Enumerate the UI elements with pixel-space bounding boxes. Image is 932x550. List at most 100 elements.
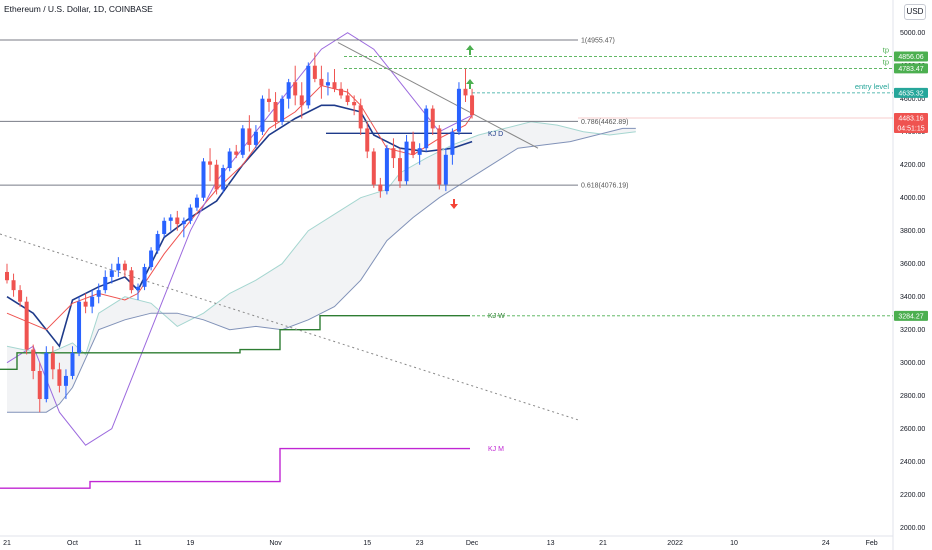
candle-body [234,151,239,155]
price-tag-value: 3284.27 [898,313,923,320]
candle-body [450,131,455,155]
candle-body [312,65,317,79]
candle-body [116,263,121,271]
price-tag [894,63,928,74]
candle-body [96,290,101,297]
candle-body [129,270,134,291]
candle-body [240,128,245,155]
y-tick-label: 2600.00 [900,426,925,433]
candle-body [371,151,376,185]
candle-body [188,207,193,221]
candle-body [37,370,42,400]
y-tick-label: 4200.00 [900,162,925,169]
x-tick-label: 15 [363,540,371,547]
tp-up-arrow-2 [466,79,474,84]
sell-down-arrow [450,204,458,209]
price-axis [893,0,932,550]
candle-body [103,276,108,291]
candle-body [24,301,29,350]
x-tick-label: 13 [547,540,555,547]
candle-body [122,263,127,271]
price-tag-value: 4635.32 [898,90,923,97]
candle-body [253,131,258,145]
kijun-monthly-line [0,447,470,489]
candle-body [470,95,475,116]
candle-body [339,88,344,96]
kijun-weekly-line [0,315,470,371]
candle-body [404,141,409,182]
candle-body [325,82,330,86]
candle-body [50,352,55,370]
candle-body [443,154,448,185]
candle-body [247,128,252,145]
kijun-label: KJ W [488,313,505,320]
candle-body [201,161,206,198]
currency-button[interactable]: USD [904,4,926,20]
candle-body [90,296,95,307]
candle-body [424,108,429,149]
candle-body [391,148,396,159]
candle-body [267,98,271,103]
candle-body [109,270,114,277]
candle-body [286,82,291,99]
x-tick-label: Feb [866,540,878,547]
entry-level-label: entry level [855,82,890,91]
candle-body [273,102,278,122]
candle-body [332,82,337,89]
candle-body [44,352,49,400]
candle-body [181,220,186,225]
x-tick-label: 11 [134,540,141,547]
indicator-line-2 [6,32,473,446]
price-tag-value: 4483.16 [898,115,923,122]
indicator-line-3 [6,121,636,356]
fib-level-label: 0.618(4076.19) [581,183,628,190]
ichimoku-cloud [7,121,636,413]
candle-body [411,141,416,155]
candle-body [142,267,147,287]
fib-level-label: 0.786(4462.89) [581,119,628,126]
kijun-label: KJ D [488,131,503,138]
x-tick-label: Nov [269,540,282,547]
candle-body [378,184,383,192]
candle-body [5,271,9,281]
y-tick-label: 4600.00 [900,96,925,103]
candle-body [208,161,213,165]
candle-body [70,352,75,376]
indicator-line-4 [7,127,636,413]
x-tick-label: Dec [466,540,479,547]
x-tick-label: 21 [3,540,11,547]
candle-body [417,148,422,155]
tp-label-2: tp [883,57,889,66]
candle-body [168,217,173,221]
price-tag-countdown: 04:51:15 [897,125,924,132]
x-tick-label: 24 [822,540,830,547]
y-tick-label: 2000.00 [900,525,925,532]
candle-body [463,88,468,96]
x-tick-label: Oct [67,540,78,547]
candle-body [306,65,311,106]
candle-body [221,168,226,190]
y-tick-label: 2200.00 [900,492,925,499]
candle-body [430,108,435,129]
candle-body [345,95,350,103]
candle-body [77,301,82,353]
candle-body [63,375,68,386]
candle-body [293,82,298,96]
candle-body [227,151,232,169]
candle-body [437,128,442,185]
x-tick-label: 10 [730,540,738,547]
x-tick-label: 21 [599,540,607,547]
candle-body [260,98,265,132]
y-tick-label: 2800.00 [900,393,925,400]
y-tick-label: 2400.00 [900,459,925,466]
candle-body [57,369,62,386]
price-tag [894,51,928,62]
x-tick-label: 2022 [667,540,683,547]
y-tick-label: 5000.00 [900,30,925,37]
candle-body [398,158,402,182]
candle-body [136,286,140,291]
candle-body [358,105,363,129]
y-tick-label: 4000.00 [900,195,925,202]
y-tick-label: 3200.00 [900,327,925,334]
